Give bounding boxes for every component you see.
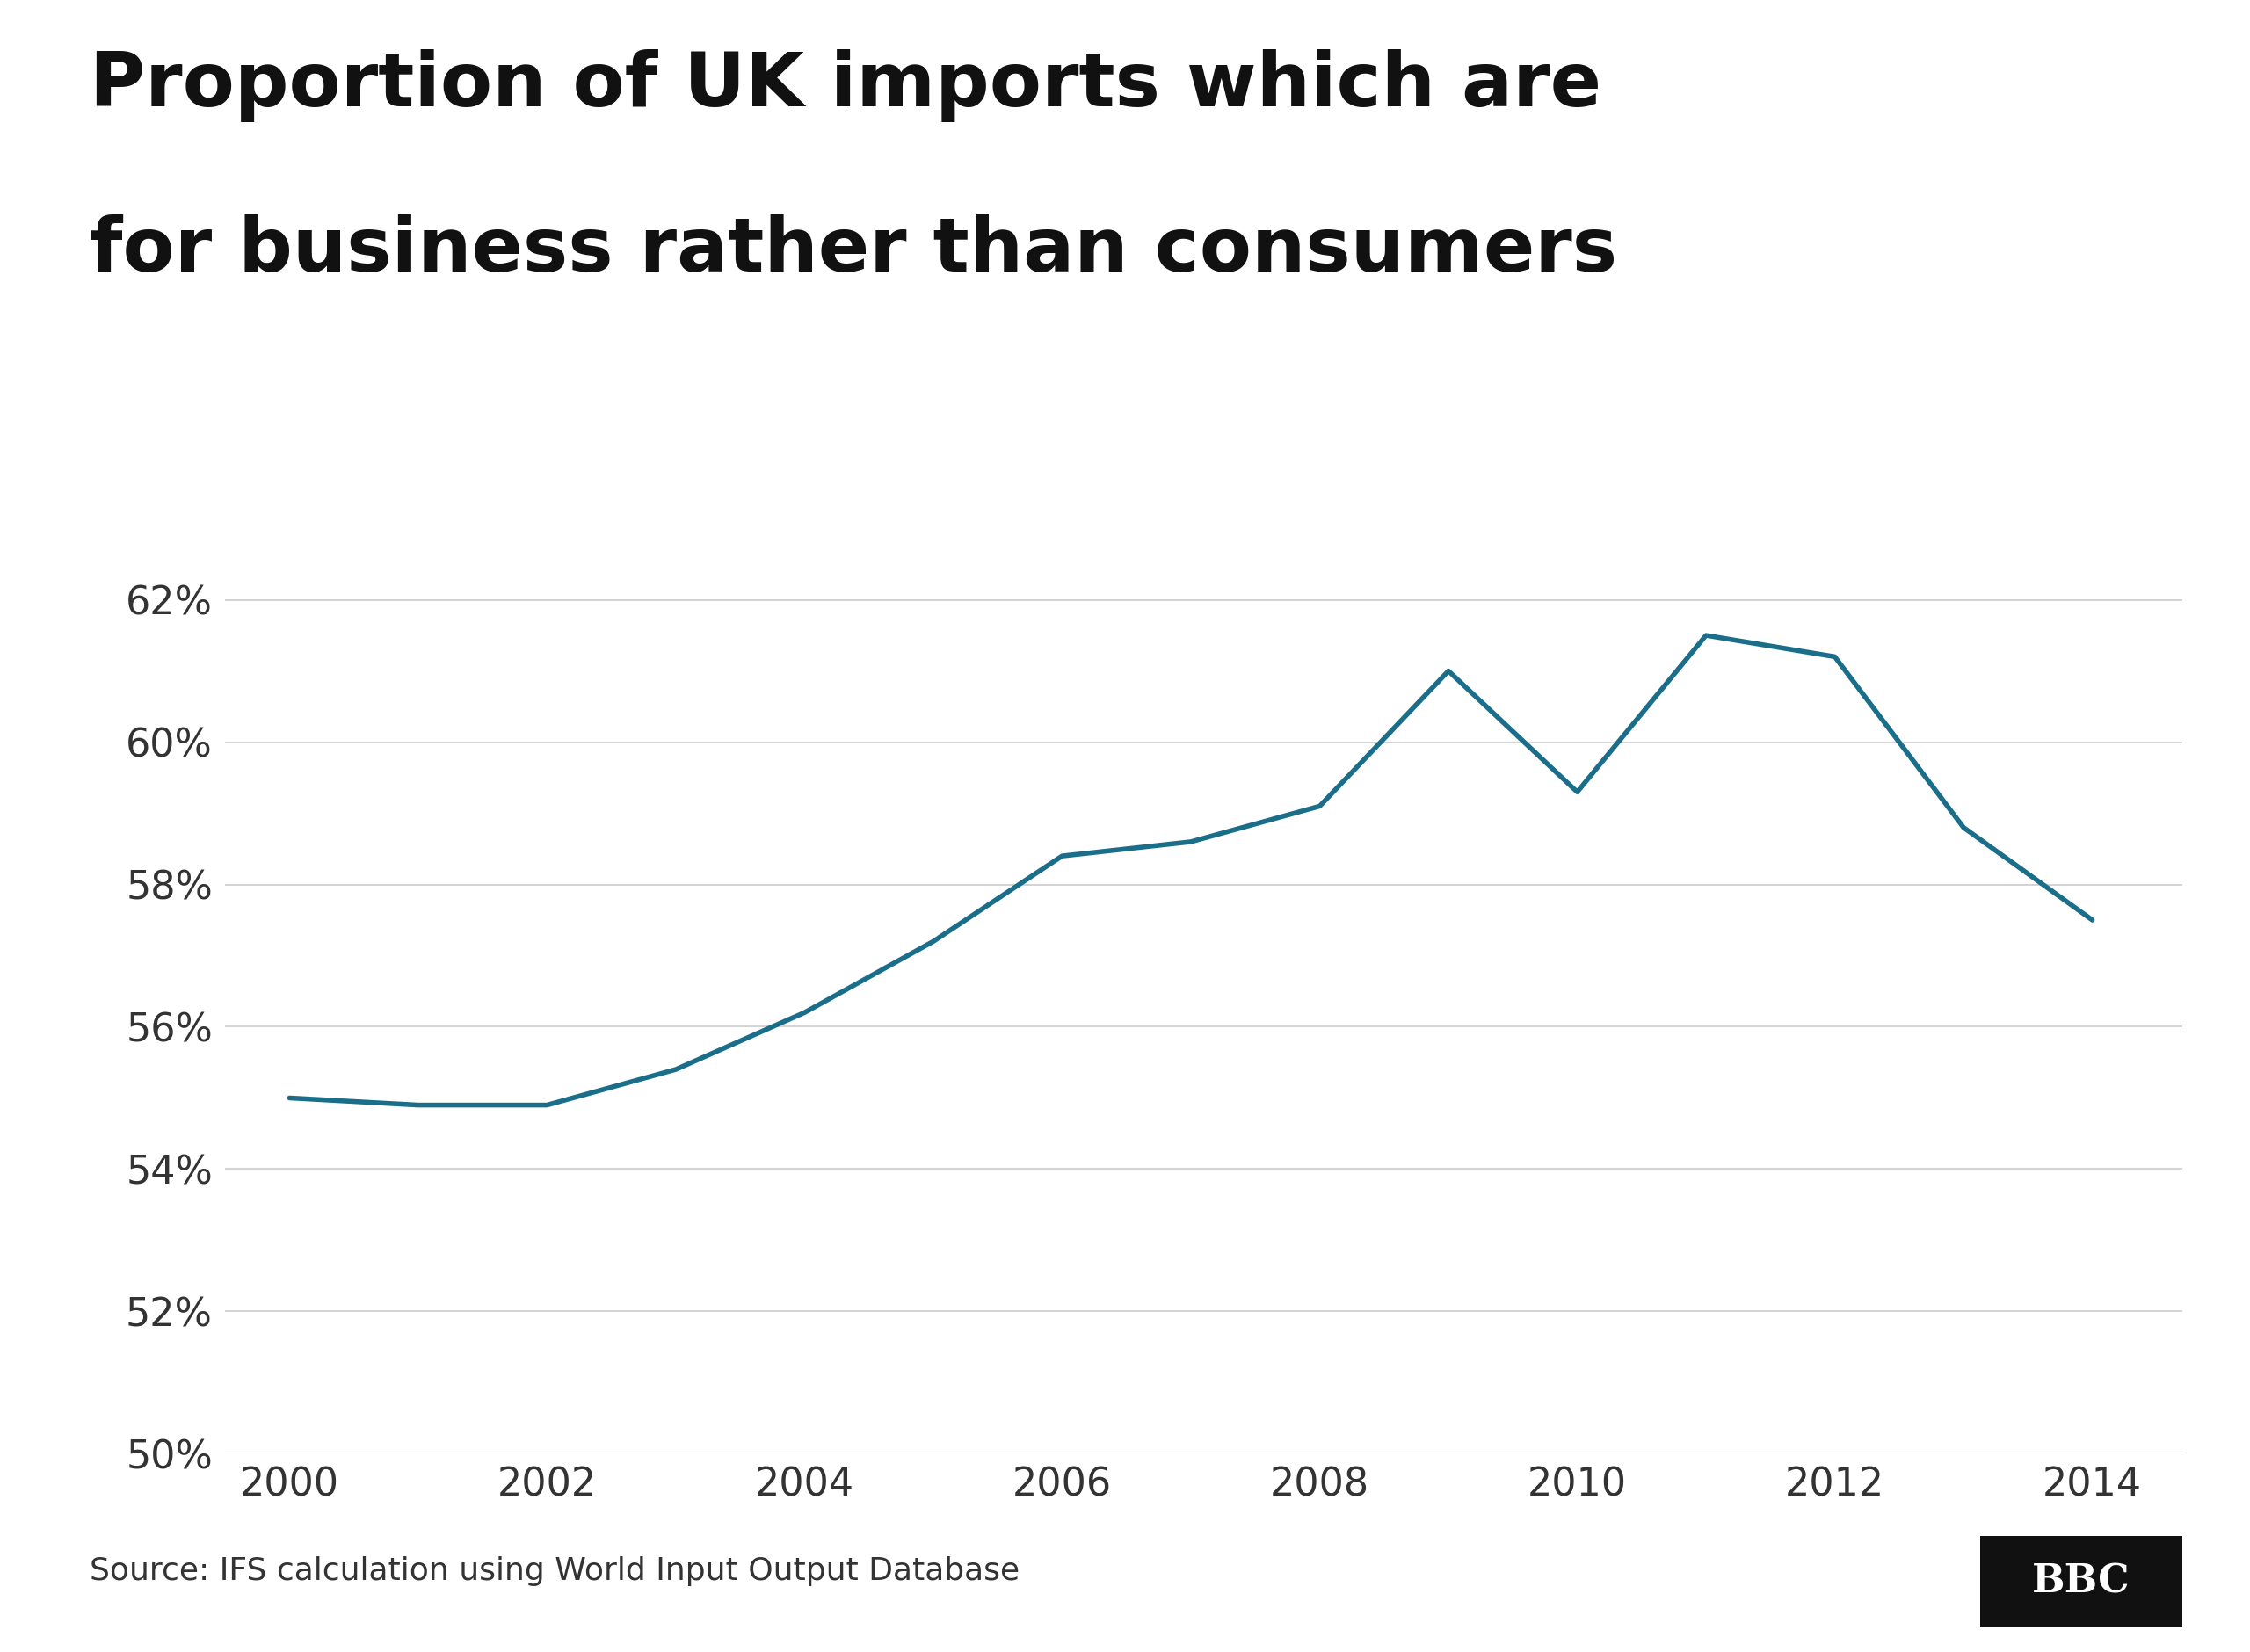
Text: Source: IFS calculation using World Input Output Database: Source: IFS calculation using World Inpu…: [90, 1556, 1019, 1586]
Text: for business rather than consumers: for business rather than consumers: [90, 215, 1618, 287]
Text: BBC: BBC: [2032, 1563, 2131, 1601]
Text: Proportion of UK imports which are: Proportion of UK imports which are: [90, 50, 1602, 122]
